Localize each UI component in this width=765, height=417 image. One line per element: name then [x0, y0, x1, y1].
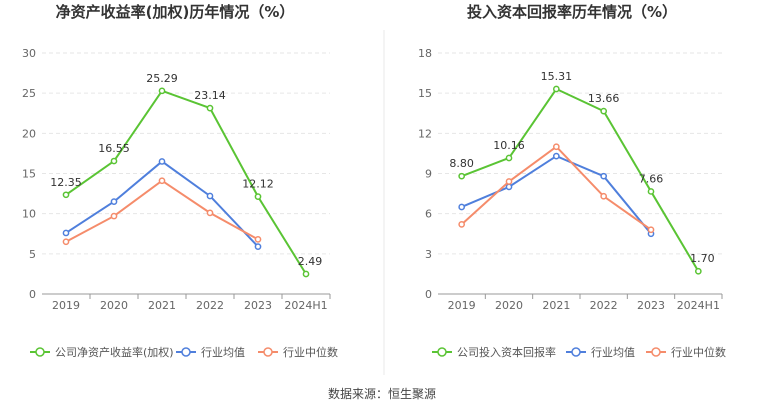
series-line — [461, 87, 700, 272]
y-tick-label: 25 — [22, 87, 36, 100]
y-tick-label: 3 — [425, 248, 432, 261]
chart-title: 净资产收益率(加权)历年情况（%） — [56, 3, 295, 21]
legend-label: 公司投入资本回报率 — [457, 345, 556, 359]
data-label: 12.12 — [242, 178, 274, 191]
legend-swatch-marker — [651, 347, 661, 357]
legend-swatch-marker — [35, 347, 45, 357]
data-point — [647, 226, 655, 234]
legend-label: 公司净资产收益率(加权) — [55, 345, 174, 359]
data-point — [62, 238, 70, 246]
data-label: 2.49 — [298, 255, 323, 268]
x-tick-label: 2024H1 — [677, 299, 720, 312]
legend-label: 行业均值 — [201, 346, 245, 359]
data-label: 16.55 — [98, 142, 130, 155]
data-point — [206, 104, 214, 112]
legend-label: 行业中位数 — [671, 345, 726, 359]
legend-label: 行业均值 — [591, 346, 635, 359]
data-label: 12.35 — [50, 176, 82, 189]
data-label: 10.16 — [493, 139, 525, 152]
data-point — [600, 192, 608, 200]
data-point — [302, 270, 310, 278]
data-point — [600, 107, 608, 115]
data-point — [158, 158, 166, 165]
y-tick-label: 10 — [22, 208, 36, 221]
y-tick-label: 15 — [418, 87, 432, 100]
data-point — [458, 172, 466, 180]
data-point — [110, 198, 118, 205]
x-tick-label: 2024H1 — [284, 299, 327, 312]
y-tick-label: 15 — [22, 168, 36, 181]
data-point — [254, 193, 262, 200]
data-point — [552, 85, 560, 93]
x-tick-label: 2019 — [52, 299, 80, 312]
data-point — [505, 183, 513, 191]
legend-label: 行业中位数 — [283, 345, 338, 359]
legend-swatch-marker — [437, 347, 447, 357]
x-tick-label: 2023 — [244, 299, 272, 312]
data-label: 15.31 — [541, 70, 573, 83]
y-tick-label: 5 — [29, 248, 36, 261]
data-point — [158, 177, 166, 185]
data-point — [458, 221, 466, 228]
x-tick-label: 2021 — [542, 299, 570, 312]
data-label: 1.70 — [690, 252, 715, 265]
data-point — [647, 188, 655, 195]
y-tick-label: 20 — [22, 127, 36, 140]
data-label: 13.66 — [588, 92, 620, 105]
data-label: 8.80 — [449, 157, 474, 170]
chart-title: 投入资本回报率历年情况（%） — [467, 3, 677, 21]
data-point — [505, 154, 513, 162]
x-tick-label: 2020 — [100, 299, 128, 312]
series-line — [65, 179, 259, 243]
legend-swatch-marker — [571, 347, 581, 357]
y-tick-label: 18 — [418, 47, 432, 60]
y-tick-label: 6 — [425, 208, 432, 221]
data-point — [600, 172, 608, 180]
data-point — [206, 192, 214, 200]
data-point — [158, 87, 166, 95]
data-point — [694, 267, 702, 275]
data-label: 25.29 — [146, 72, 178, 85]
data-point — [110, 157, 118, 165]
data-point — [552, 143, 560, 151]
data-point — [110, 212, 118, 220]
data-label: 7.66 — [639, 172, 664, 185]
x-tick-label: 2022 — [590, 299, 618, 312]
y-tick-label: 0 — [29, 288, 36, 301]
series-line — [65, 89, 307, 275]
data-point — [62, 191, 70, 199]
legend-swatch-marker — [181, 347, 191, 357]
y-tick-label: 0 — [425, 288, 432, 301]
data-point — [206, 209, 214, 217]
data-point — [254, 243, 262, 250]
data-point — [552, 152, 560, 160]
y-tick-label: 9 — [425, 168, 432, 181]
series-line — [461, 154, 652, 235]
x-tick-label: 2022 — [196, 299, 224, 312]
x-tick-label: 2023 — [637, 299, 665, 312]
data-point — [505, 178, 513, 185]
x-tick-label: 2021 — [148, 299, 176, 312]
legend-swatch-marker — [263, 347, 273, 357]
data-point — [62, 229, 70, 237]
x-tick-label: 2019 — [448, 299, 476, 312]
data-point — [458, 203, 466, 211]
y-tick-label: 30 — [22, 47, 36, 60]
source-note: 数据来源：恒生聚源 — [328, 386, 436, 401]
data-point — [254, 236, 262, 243]
data-label: 23.14 — [194, 89, 226, 102]
y-tick-label: 12 — [418, 127, 432, 140]
x-tick-label: 2020 — [495, 299, 523, 312]
